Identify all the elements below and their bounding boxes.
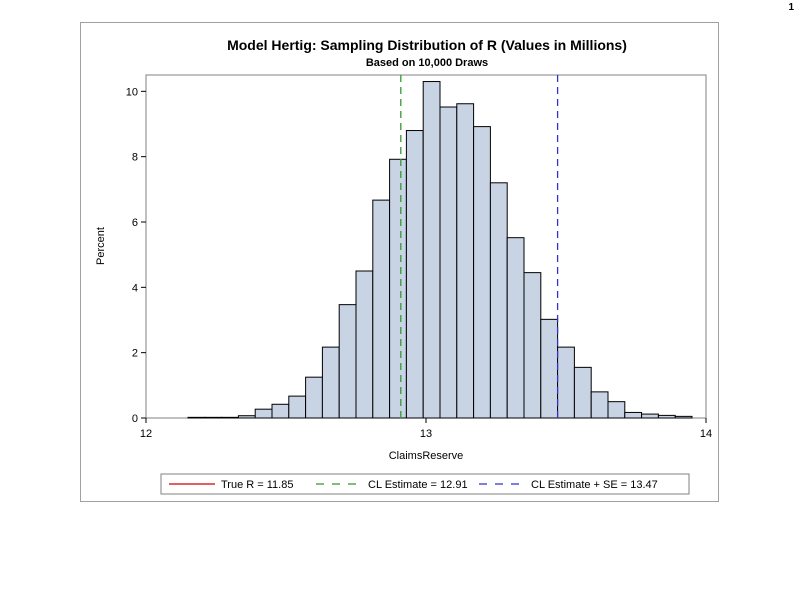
histogram-bar-14 xyxy=(422,81,441,419)
histogram-bar-19 xyxy=(506,237,525,419)
legend-label-2: CL Estimate + SE = 13.47 xyxy=(531,479,658,491)
histogram-bar-24 xyxy=(590,391,609,419)
y-axis-label: Percent xyxy=(95,227,107,265)
chart-subtitle: Based on 10,000 Draws xyxy=(366,57,488,69)
histogram-bar-28 xyxy=(657,414,676,419)
histogram-bar-25 xyxy=(607,401,626,419)
legend-label-1: CL Estimate = 12.91 xyxy=(368,479,468,491)
y-tick-label-6: 6 xyxy=(132,217,138,229)
histogram-bar-10 xyxy=(355,270,374,419)
histogram-bar-3 xyxy=(237,415,256,419)
y-tick-label-0: 0 xyxy=(132,413,138,425)
x-tick-label-14: 14 xyxy=(700,428,712,440)
histogram-bar-5 xyxy=(271,403,290,419)
histogram-bar-0 xyxy=(187,416,206,419)
y-tick-label-10: 10 xyxy=(126,86,138,98)
histogram-bar-23 xyxy=(573,366,592,419)
histogram-bars xyxy=(187,81,693,419)
histogram-bar-18 xyxy=(489,182,508,419)
histogram-bar-9 xyxy=(338,304,357,419)
histogram-bar-29 xyxy=(674,415,693,419)
legend-box xyxy=(160,473,690,495)
x-axis: 12 13 14 xyxy=(140,418,712,440)
legend-label-0: True R = 11.85 xyxy=(221,479,293,491)
page-number: 1 xyxy=(788,2,794,13)
histogram-bar-8 xyxy=(321,346,340,419)
y-tick-label-2: 2 xyxy=(132,348,138,360)
chart-title: Model Hertig: Sampling Distribution of R… xyxy=(227,37,627,53)
x-tick-label-12: 12 xyxy=(140,428,152,440)
histogram-bar-21 xyxy=(540,318,559,419)
y-tick-label-8: 8 xyxy=(132,152,138,164)
histogram-bar-27 xyxy=(641,413,659,419)
histogram-bar-20 xyxy=(523,272,542,419)
histogram-bar-26 xyxy=(624,411,643,419)
x-axis-label: ClaimsReserve xyxy=(389,450,464,462)
histogram-bar-1 xyxy=(204,416,223,419)
histogram-chart: Model Hertig: Sampling Distribution of R… xyxy=(95,37,712,495)
y-axis: 0 2 4 6 8 10 xyxy=(126,86,146,425)
reference-lines xyxy=(400,75,559,418)
histogram-bar-6 xyxy=(288,395,307,419)
histogram-bar-2 xyxy=(221,416,239,419)
histogram-bar-13 xyxy=(405,130,424,419)
histogram-bar-7 xyxy=(305,376,323,419)
legend: True R = 11.85 CL Estimate = 12.91 CL Esti… xyxy=(169,479,658,491)
chart-frame: Model Hertig: Sampling Distribution of R… xyxy=(80,22,719,502)
histogram-bar-16 xyxy=(456,103,475,419)
histogram-bar-17 xyxy=(473,126,491,419)
histogram-bar-11 xyxy=(372,199,391,419)
histogram-bar-15 xyxy=(439,106,458,419)
histogram-bar-12 xyxy=(389,158,407,419)
x-tick-label-13: 13 xyxy=(420,428,432,440)
histogram-bar-4 xyxy=(254,408,273,419)
y-tick-label-4: 4 xyxy=(132,282,138,294)
histogram-bar-22 xyxy=(557,346,575,419)
